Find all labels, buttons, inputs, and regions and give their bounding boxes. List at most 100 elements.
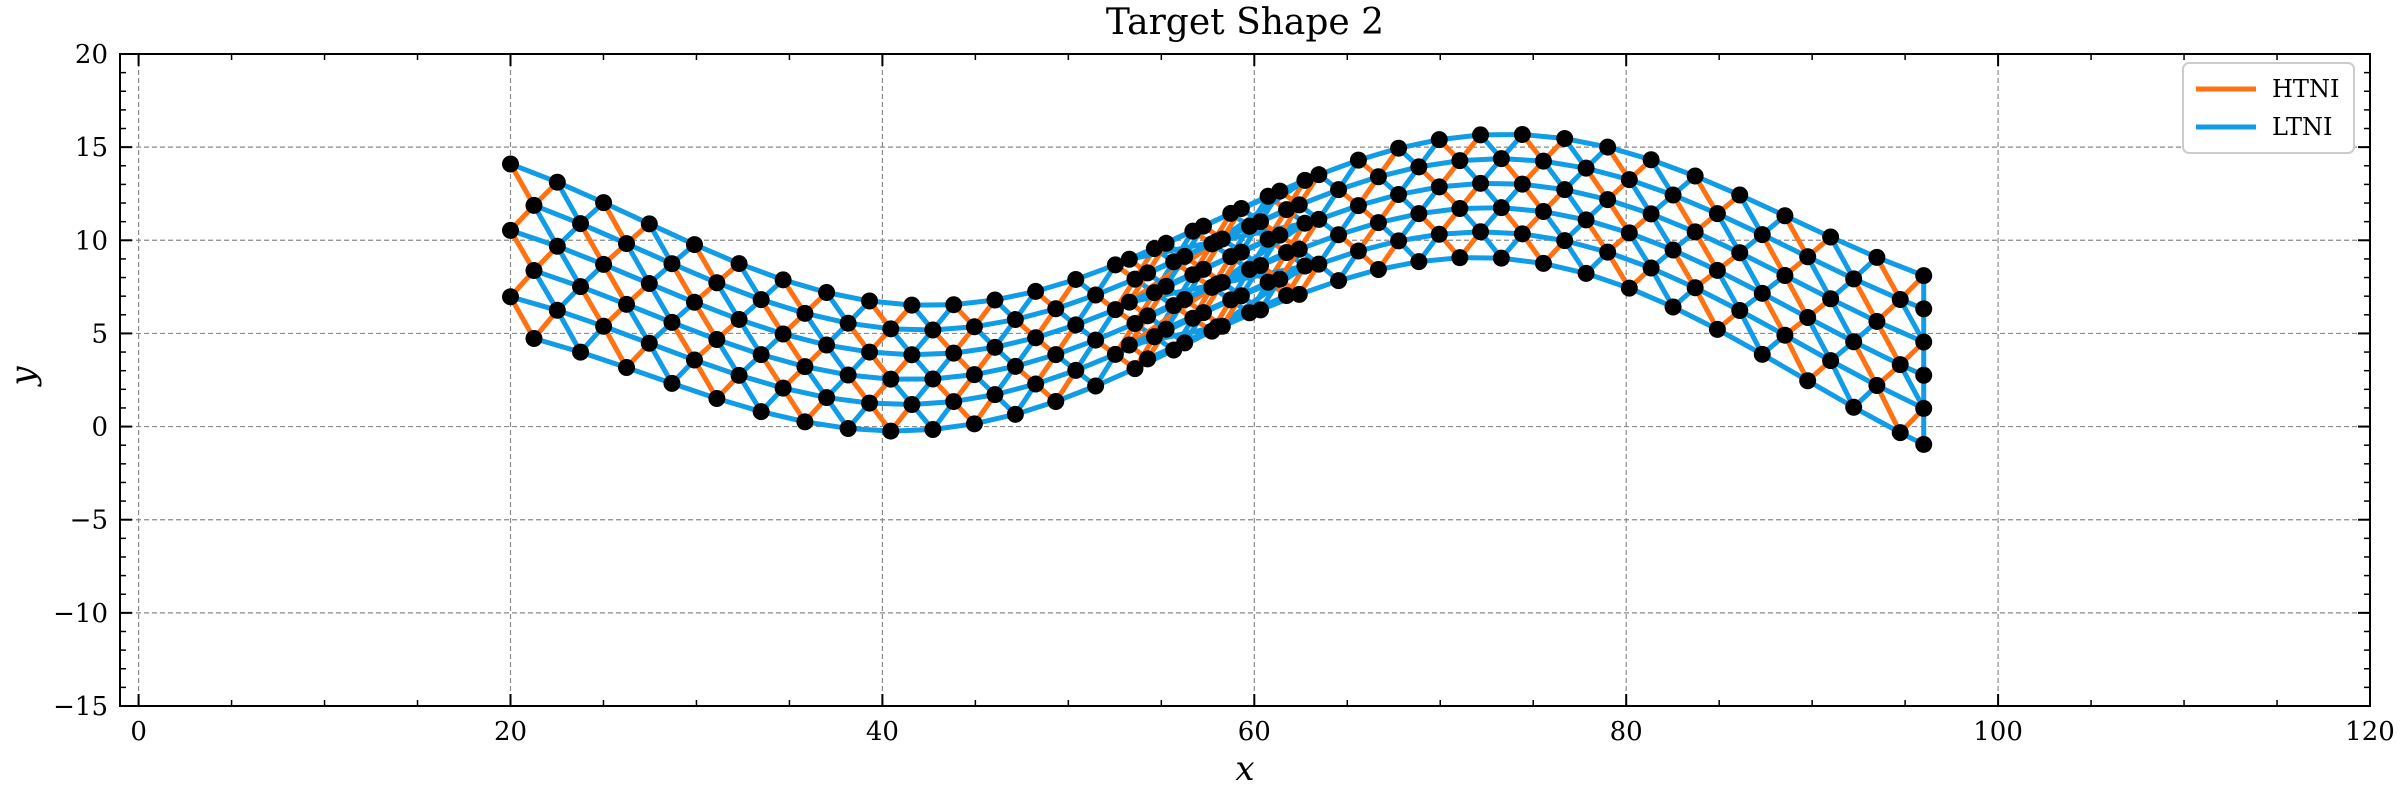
edge-ltni [1782,332,1834,364]
lattice-node [1776,207,1794,225]
edge-ltni [1828,358,1880,389]
lattice-node [1252,213,1270,231]
lattice-node [796,304,814,322]
lattice-node [1410,205,1428,223]
lattice-node [1087,286,1105,304]
y-tick-label: 0 [91,413,108,443]
lattice-node [640,215,658,233]
lattice-node [1330,181,1348,199]
grid [120,53,2371,707]
lattice-node [1845,333,1863,351]
legend: HTNI LTNI [2182,62,2355,154]
lattice-node [752,291,770,309]
lattice-node [1731,301,1749,319]
lattice-node [1430,225,1448,243]
edge-ltni [1805,315,1857,345]
lattice-node [1139,307,1157,325]
edge-ltni [1828,358,1857,410]
lattice-node [1157,277,1175,295]
lattice-node [882,370,900,388]
lattice-node [1176,290,1194,308]
lattice-node [839,314,857,332]
lattice-node [818,336,836,354]
chart-title: Target Shape 2 [1106,2,1384,43]
lattice-node [945,296,963,314]
x-tick-label: 0 [130,717,147,747]
lattice-node [986,338,1004,356]
lattice-node [1492,199,1510,217]
lattice-node [1451,200,1469,218]
lattice-node [1027,282,1045,300]
lattice-node [1157,234,1175,252]
lattice-node [1106,345,1124,363]
lattice-node [1915,435,1933,453]
lattice-node [1534,254,1552,272]
lattice-node [1330,226,1348,244]
x-tick-label: 20 [494,717,527,747]
lattice-node [1126,360,1144,378]
lattice-node [1620,171,1638,189]
lattice-node [1290,196,1308,214]
lattice-node [1708,320,1726,338]
edge-ltni [1874,318,1927,345]
lattice-node [708,389,726,407]
lattice-node [1868,377,1886,395]
lattice-node [1799,248,1817,266]
lattice-node [525,196,543,214]
lattice-node [1664,298,1682,316]
edge-ltni [1805,378,1857,410]
lattice-node [595,255,613,273]
lattice-node [1731,186,1749,204]
lattice-node [1577,159,1595,177]
y-tick-label: −5 [70,506,108,536]
legend-label-htni: HTNI [2272,75,2339,103]
lattice-nodes [501,125,1933,453]
lattice-node [1120,336,1138,354]
lattice-node [548,301,566,319]
lattice-node [1915,300,1933,318]
lattice-node [572,343,590,361]
lattice-node [525,262,543,280]
y-tick-label: 5 [91,319,108,349]
lattice-node [1708,261,1726,279]
lattice-node [1027,329,1045,347]
lattice-node [1369,214,1387,232]
lattice-node [1753,284,1771,302]
lattice-node [1349,151,1367,169]
edge-ltni [1759,351,1811,384]
lattice-node [1349,242,1367,260]
lattice-node [924,321,942,339]
lattice-node [1006,405,1024,423]
y-tick-label: 15 [75,133,108,163]
lattice-node [1296,171,1314,189]
lattice-node [818,284,836,302]
lattice-node [882,422,900,440]
edge-ltni [1214,263,1308,287]
lattice-node [1067,361,1085,379]
lattice-node [1120,293,1138,311]
lattice-node [618,235,636,253]
lattice-node [1556,181,1574,199]
lattice-node [1513,225,1531,243]
lattice-node [1067,316,1085,334]
lattice-node [1390,186,1408,204]
lattice-node [1599,191,1617,209]
lattice-node [1451,249,1469,267]
edge-ltni [1214,220,1308,244]
lattice-node [1822,290,1840,308]
lattice-node [640,275,658,293]
lattice-node [1271,226,1289,244]
lattice-node [1310,166,1328,184]
lattice-node [924,421,942,439]
lattice-node [1278,287,1296,305]
lattice-node [1410,253,1428,271]
edge-ltni [1782,272,1834,302]
lattice-node [1472,223,1490,241]
lattice-node [1296,214,1314,232]
lattice-node [1845,398,1863,416]
lattice-node [1232,243,1250,261]
lattice-node [708,274,726,292]
lattice-node [1891,424,1909,442]
lattice-node [1369,168,1387,186]
